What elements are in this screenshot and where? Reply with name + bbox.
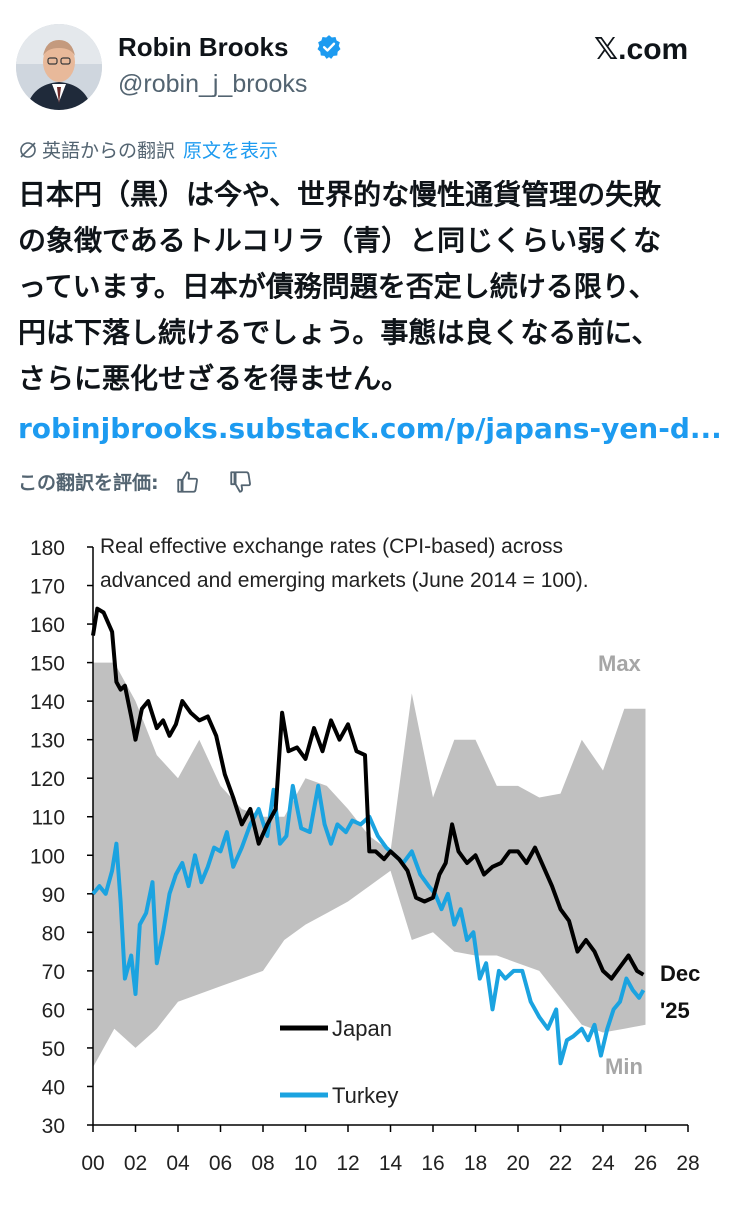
author-handle[interactable]: @robin_j_brooks [118,70,308,98]
author-name[interactable]: Robin Brooks [118,32,289,62]
x-tick-label: 20 [506,1152,529,1175]
x-tick-label: 04 [166,1152,190,1175]
chart-legend: Japan Turkey [280,1016,398,1108]
x-tick-label: 12 [336,1152,359,1175]
y-tick-label: 110 [32,807,65,830]
x-tick-label: 08 [251,1152,274,1175]
end-label-year: '25 [660,998,690,1023]
show-original-link[interactable]: 原文を表示 [183,141,279,162]
y-tick-label: 170 [30,576,65,599]
legend-label-japan: Japan [332,1016,392,1041]
end-label-dec: Dec [660,961,700,986]
y-tick-label: 140 [30,691,65,714]
reer-chart: 30 40 50 60 70 80 90 100 110 120 130 140 150 160 170 18… [30,535,700,1175]
avatar[interactable] [16,24,102,110]
max-label: Max [598,651,642,676]
x-tick-label: 02 [124,1152,147,1175]
thumbs-down-icon[interactable] [228,469,254,495]
y-tick-label: 120 [30,768,65,791]
chart-title: Real effective exchange rates (CPI-based… [100,535,589,592]
tweet-line: っています。日本が債務問題を否定し続ける限り、 [18,270,657,303]
chart-axes: 30 40 50 60 70 80 90 100 110 120 130 140 150 160 170 18… [30,537,700,1175]
y-tick-label: 40 [42,1076,65,1099]
translation-label: 英語からの翻訳 [42,141,176,162]
y-tick-label: 160 [30,614,65,637]
y-tick-label: 100 [30,845,65,868]
x-tick-label: 28 [676,1152,699,1175]
y-tick-label: 90 [42,884,65,907]
max-min-band [93,662,646,1068]
chart-series [91,606,646,1066]
translate-globe-icon [20,142,36,158]
tweet-text: 日本円（黒）は今や、世界的な慢性通貨管理の失敗 の象徴であるトルコリラ（青）と同… [18,172,723,402]
tweet-link[interactable]: robinjbrooks.substack.com/p/japans-yen-d… [18,412,722,445]
x-tick-label: 14 [379,1152,403,1175]
y-tick-label: 60 [42,999,65,1022]
tweet-line: の象徴であるトルコリラ（青）と同じくらい弱くな [18,224,662,257]
y-tick-label: 180 [30,537,65,560]
translation-info: 英語からの翻訳 原文を表示 [18,136,278,163]
rate-translation: この翻訳を評価: [18,468,254,495]
x-tick-label: 22 [549,1152,572,1175]
x-tick-label: 24 [591,1152,615,1175]
series-line-japan [91,606,645,981]
x-logo: 𝕏.com [594,33,689,66]
chart-title-line-1: Real effective exchange rates (CPI-based… [100,535,563,558]
y-tick-label: 80 [42,922,65,945]
x-tick-label: 10 [294,1152,317,1175]
legend-label-turkey: Turkey [332,1083,398,1108]
x-tick-label: 00 [81,1152,104,1175]
rate-translation-label: この翻訳を評価: [18,472,159,494]
chart-image[interactable]: 30 40 50 60 70 80 90 100 110 120 130 140 150 160 170 18… [0,520,739,1200]
series-line-turkey [91,783,646,1066]
y-tick-label: 130 [30,730,65,753]
y-tick-label: 150 [30,653,65,676]
y-tick-label: 30 [42,1115,65,1138]
avatar-portrait [16,24,102,110]
min-label: Min [605,1054,643,1079]
chart-title-line-2: advanced and emerging markets (June 2014… [100,569,589,592]
y-tick-label: 50 [42,1038,65,1061]
y-tick-label: 70 [42,961,65,984]
thumbs-up-icon[interactable] [175,469,201,495]
tweet-line: 日本円（黒）は今や、世界的な慢性通貨管理の失敗 [18,178,662,211]
x-tick-label: 18 [464,1152,487,1175]
tweet-line: 円は下落し続けるでしょう。事態は良くなる前に、 [18,316,660,349]
x-tick-label: 26 [634,1152,657,1175]
max-min-band-area [93,662,646,1068]
verified-badge-icon [317,35,341,59]
x-tick-label: 06 [209,1152,232,1175]
x-tick-label: 16 [421,1152,444,1175]
tweet-line: さらに悪化せざるを得ません。 [18,362,410,395]
